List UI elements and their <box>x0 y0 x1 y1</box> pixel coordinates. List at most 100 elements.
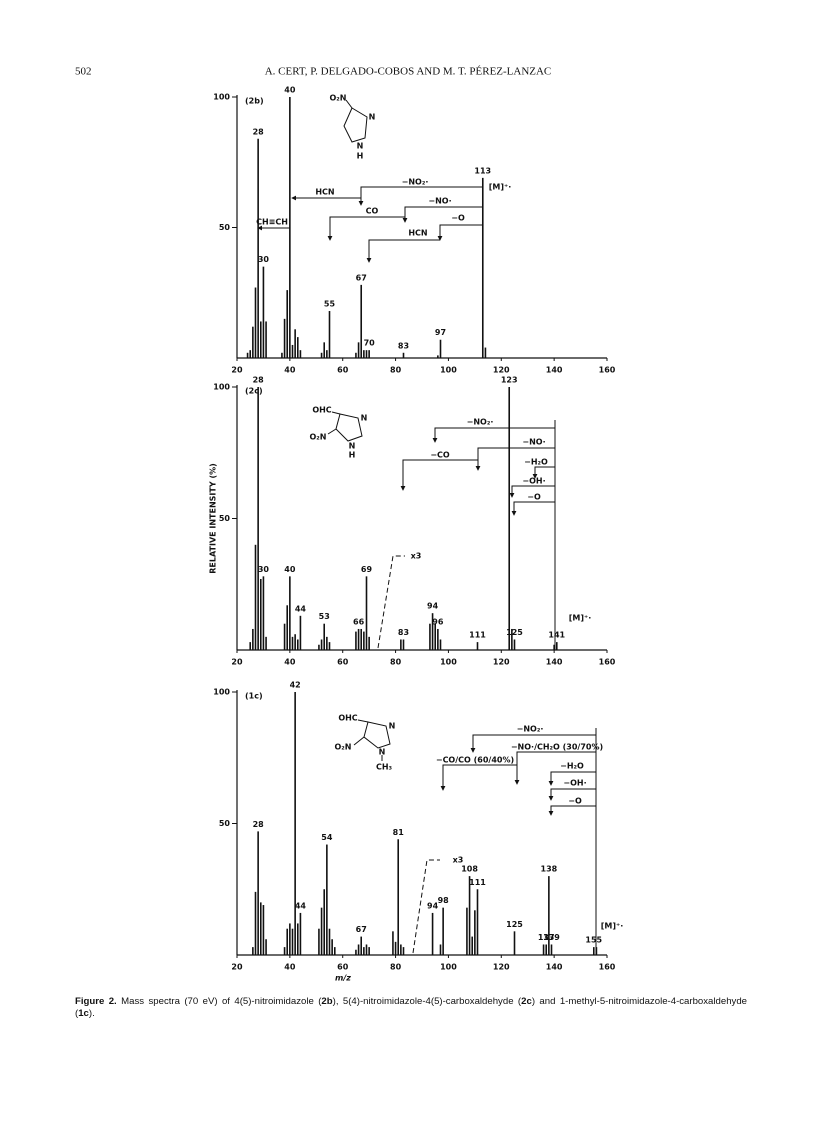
compound-ref: 2c <box>521 996 532 1007</box>
peak-label: 83 <box>398 628 409 637</box>
x-tick-label: 140 <box>546 658 563 667</box>
peak-label: 40 <box>284 86 296 95</box>
structure-label: H <box>349 451 356 460</box>
scheme-arrow <box>432 427 555 443</box>
annotation: −CO <box>430 451 450 460</box>
peak-label: 42 <box>290 681 301 690</box>
scheme-arrow <box>400 459 478 491</box>
x-tick-label: 120 <box>493 963 510 972</box>
x-tick-label: 80 <box>390 658 402 667</box>
annotation: −O <box>568 797 582 806</box>
panel-label: (2b) <box>245 97 264 106</box>
annotation: −CO/CO (60/40%) <box>436 756 514 765</box>
scheme-arrow <box>437 224 482 241</box>
structure-bond <box>353 736 365 746</box>
annotation: HCN <box>315 188 334 197</box>
peak-label: 30 <box>258 565 270 574</box>
structure-label: N <box>369 113 376 122</box>
annotation: −H₂O <box>524 458 548 467</box>
peak-label: 53 <box>319 612 330 621</box>
annotation: −H₂O <box>560 762 584 771</box>
x-tick-label: 140 <box>546 963 563 972</box>
peak-label: 55 <box>324 300 336 309</box>
peak-label: 138 <box>541 865 558 874</box>
peak-label: 97 <box>435 328 446 337</box>
scheme-arrow <box>532 466 555 479</box>
panel-label: (2c) <box>245 387 263 396</box>
x-tick-label: 80 <box>390 366 402 375</box>
x-tick-label: 60 <box>337 658 349 667</box>
caption: Figure 2. Mass spectra (70 eV) of 4(5)-n… <box>75 996 747 1020</box>
peak-label: 139 <box>543 933 560 942</box>
x-tick-label: 80 <box>390 963 402 972</box>
annotation: CO <box>366 207 379 216</box>
y-tick-label: 50 <box>219 819 231 828</box>
x-tick-label: 40 <box>284 963 296 972</box>
peak-label: 108 <box>461 865 478 874</box>
peak-label: 123 <box>501 376 518 385</box>
scheme-arrow <box>475 447 555 471</box>
annotation: −O <box>451 214 465 223</box>
y-tick-label: 50 <box>219 223 231 232</box>
structure-label: N <box>389 722 396 731</box>
scheme-arrow <box>511 501 555 516</box>
annotation: −NO₂· <box>517 725 544 734</box>
x-tick-label: 100 <box>440 963 457 972</box>
x-tick-label: 160 <box>599 963 616 972</box>
scheme-arrow <box>514 751 596 785</box>
annotation: x3 <box>411 552 422 561</box>
structure-label: N <box>349 442 356 451</box>
scheme-arrow <box>548 805 596 816</box>
annotation: [M]⁺· <box>569 614 592 623</box>
structure-bond <box>331 411 341 415</box>
peak-label: 137 <box>538 933 555 942</box>
y-tick-label: 50 <box>219 514 231 523</box>
scheme-arrow <box>548 788 596 801</box>
peak-label: 28 <box>253 376 265 385</box>
peak-label: 30 <box>258 255 270 264</box>
peak-label: 94 <box>427 602 439 611</box>
structure-bond <box>345 99 353 109</box>
peak-label: 28 <box>253 820 265 829</box>
structure-bond <box>363 721 391 749</box>
caption-text: Mass spectra (70 eV) of 4(5)-nitroimidaz… <box>116 996 322 1007</box>
peak-label: 54 <box>321 833 333 842</box>
structure-label: N <box>379 748 386 757</box>
scheme-arrow <box>402 206 482 223</box>
x-tick-label: 100 <box>440 658 457 667</box>
x-tick-label: 40 <box>284 658 296 667</box>
peak-label: 70 <box>364 339 376 348</box>
peak-label: 28 <box>253 127 265 136</box>
peak-label: 83 <box>398 341 409 350</box>
x-tick-label: 120 <box>493 366 510 375</box>
scheme-arrow <box>327 216 405 241</box>
x-tick-label: 60 <box>337 963 349 972</box>
structure-label: O₂N <box>335 743 352 752</box>
annotation: −OH· <box>522 477 545 486</box>
structure-label: O₂N <box>310 433 327 442</box>
peak-label: 67 <box>356 925 367 934</box>
annotation: −NO·/CH₂O (30/70%) <box>511 743 603 752</box>
annotation: −OH· <box>563 779 586 788</box>
x-tick-label: 140 <box>546 366 563 375</box>
annotation: x3 <box>453 856 464 865</box>
scheme-arrow <box>509 485 555 498</box>
peak-label: 111 <box>469 878 486 887</box>
annotation: CH≡CH <box>256 218 288 227</box>
structure-label: N <box>357 142 364 151</box>
compound-ref: 1c <box>78 1008 89 1019</box>
peak-label: 96 <box>432 617 444 626</box>
peak-label: 66 <box>353 617 365 626</box>
annotation: −NO· <box>522 438 545 447</box>
structure-label: OHC <box>312 406 331 415</box>
x-tick-label: 160 <box>599 366 616 375</box>
panel-label: (1c) <box>245 692 263 701</box>
x-tick-label: 40 <box>284 366 296 375</box>
y-tick-label: 100 <box>213 93 230 102</box>
structure-label: O₂N <box>330 94 347 103</box>
x-tick-label: 20 <box>231 963 243 972</box>
x-tick-label: 20 <box>231 366 243 375</box>
scheme-arrow <box>358 186 482 206</box>
peak-label: 111 <box>469 631 486 640</box>
